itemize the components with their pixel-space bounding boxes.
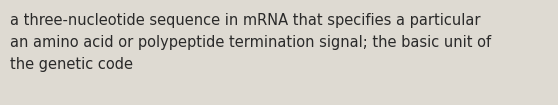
Text: a three-nucleotide sequence in mRNA that specifies a particular
an amino acid or: a three-nucleotide sequence in mRNA that… <box>10 13 491 72</box>
